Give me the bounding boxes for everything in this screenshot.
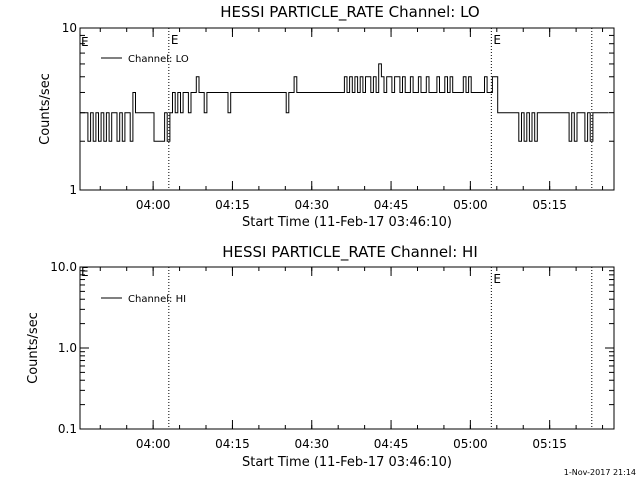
x-tick-label: 05:00	[453, 437, 488, 451]
legend: Channel: LO	[101, 54, 189, 65]
series-line	[80, 63, 609, 142]
x-tick-label: 04:15	[215, 198, 250, 212]
y-axis-label: Counts/sec	[38, 73, 53, 145]
plot-frame	[79, 27, 615, 191]
y-tick-label: 10.0	[50, 260, 77, 274]
chart-title: HESSI PARTICLE_RATE Channel: HI	[222, 243, 478, 262]
x-tick-label: 04:00	[136, 437, 171, 451]
x-axis-label: Start Time (11-Feb-17 03:46:10)	[242, 215, 452, 230]
plot-frame	[79, 266, 615, 430]
edge-event-label: E	[81, 265, 89, 279]
event-marker-label: E	[493, 272, 501, 286]
x-tick-label: 04:30	[294, 437, 329, 451]
y-tick-label: 1	[69, 183, 77, 197]
y-tick-label: 0.1	[58, 422, 77, 436]
x-tick-label: 04:00	[136, 198, 171, 212]
x-tick-label: 04:45	[374, 437, 409, 451]
chart-lo-channel: HESSI PARTICLE_RATE Channel: LO Counts/s…	[38, 3, 615, 230]
event-marker-label: E	[493, 33, 501, 47]
x-axis-label: Start Time (11-Feb-17 03:46:10)	[242, 455, 452, 470]
generated-timestamp: 1-Nov-2017 21:14	[564, 468, 636, 477]
chart-title: HESSI PARTICLE_RATE Channel: LO	[220, 3, 479, 22]
x-tick-label: 04:15	[215, 437, 250, 451]
x-tick-label: 04:30	[294, 198, 329, 212]
edge-event-label: E	[81, 35, 89, 49]
chart-hi-channel: HESSI PARTICLE_RATE Channel: HI Counts/s…	[26, 243, 615, 470]
x-tick-label: 05:15	[532, 198, 567, 212]
event-marker-label: E	[171, 33, 179, 47]
legend: Channel: HI	[101, 294, 186, 305]
y-axis-label: Counts/sec	[26, 312, 41, 384]
y-tick-label: 1.0	[58, 341, 77, 355]
y-tick-label: 10	[62, 21, 77, 35]
legend-label: Channel: LO	[128, 54, 189, 65]
legend-label: Channel: HI	[128, 294, 186, 305]
x-tick-label: 05:15	[532, 437, 567, 451]
x-tick-label: 04:45	[374, 198, 409, 212]
x-tick-label: 05:00	[453, 198, 488, 212]
